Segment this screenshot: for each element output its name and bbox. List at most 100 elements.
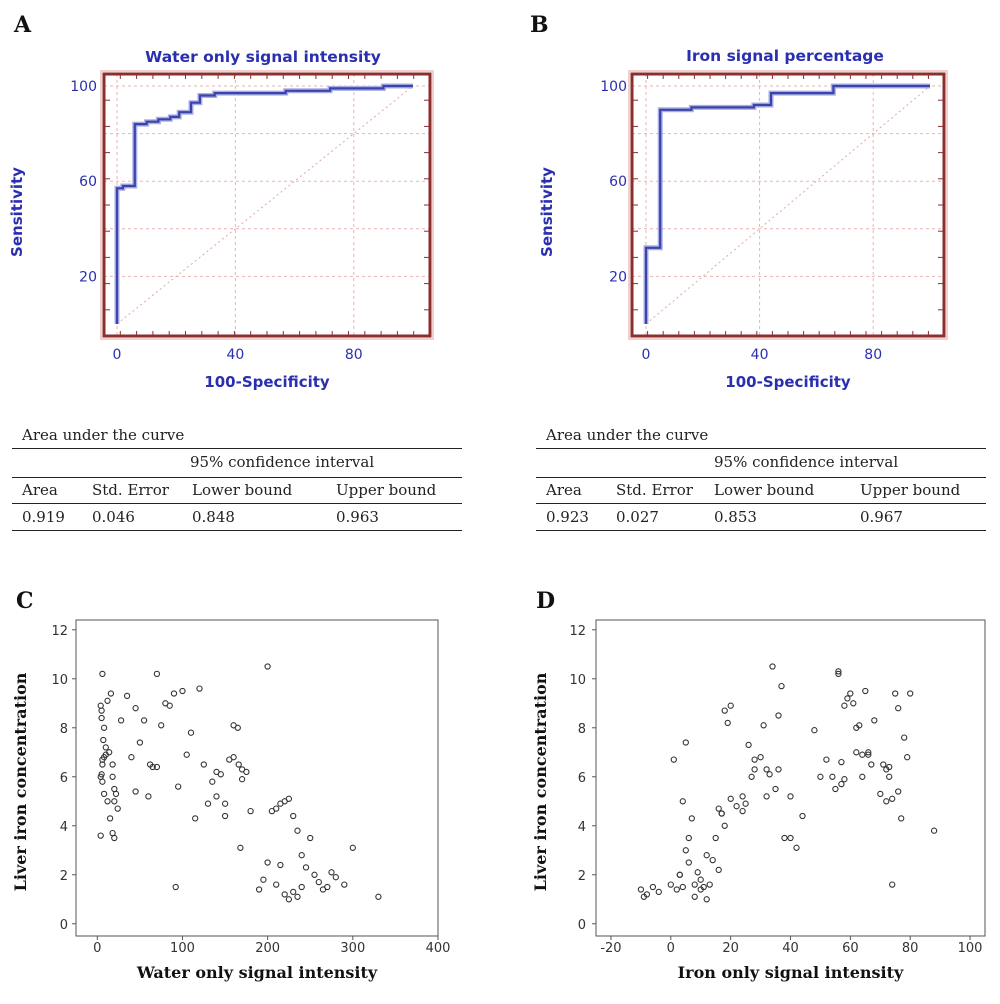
scatter-point-d-56 <box>838 758 845 766</box>
scatter-point-c-95 <box>153 763 161 771</box>
scatter-point-d-12 <box>691 893 698 900</box>
x-tick-label-a-1: 40 <box>226 347 244 363</box>
scatter-point-d-20 <box>715 866 722 874</box>
roc-diagonal-b <box>645 85 931 325</box>
auc-table-a-header-rule <box>12 503 462 504</box>
scatter-point-d-10 <box>685 834 692 842</box>
scatter-point-d-52 <box>823 756 830 763</box>
scatter-point-d-33 <box>739 793 746 800</box>
scatter-point-c-29 <box>100 724 108 731</box>
scatter-point-d-47 <box>787 834 794 842</box>
scatter-point-c-10 <box>99 778 106 785</box>
scatter-point-c-85 <box>264 859 271 866</box>
y-tick-label-b-2: 100 <box>600 79 627 95</box>
scatter-point-d-35 <box>745 741 752 749</box>
scatter-point-c-49 <box>204 800 212 807</box>
scatter-point-c-82 <box>375 893 382 900</box>
y-tick-label-b-0: 20 <box>609 269 627 285</box>
scatter-point-c-71 <box>298 852 305 859</box>
scatter-point-d-18 <box>709 856 716 864</box>
scatter-point-c-3 <box>98 714 105 722</box>
scatter-point-c-93 <box>172 883 179 891</box>
scatter-point-c-33 <box>136 739 144 746</box>
x-tick-label-c-2: 200 <box>255 941 280 956</box>
scatter-point-d-55 <box>835 668 842 675</box>
x-tick-label-c-1: 100 <box>170 941 195 956</box>
auc-table-b-bottom-rule <box>536 530 986 531</box>
y-tick-label-b-1: 60 <box>609 174 627 190</box>
scatter-point-d-0 <box>637 886 645 893</box>
scatter-point-d-89 <box>787 793 794 800</box>
scatter-point-c-50 <box>209 778 216 785</box>
x-tick-label-d-5: 80 <box>902 941 919 956</box>
scatter-point-c-15 <box>106 749 113 756</box>
scatter-point-c-21 <box>114 805 121 812</box>
scatter-point-d-32 <box>733 803 740 810</box>
roc-diagonal-a <box>116 85 414 325</box>
scatter-point-d-54 <box>832 785 839 793</box>
scatter-point-d-44 <box>775 712 782 719</box>
panel-label-c: C <box>16 588 34 614</box>
scatter-point-d-29 <box>676 871 683 878</box>
scatter-point-c-41 <box>170 690 178 697</box>
scatter-point-d-31 <box>727 702 734 709</box>
scatter-point-c-75 <box>315 878 322 886</box>
x-tick-label-b-0: 0 <box>642 347 651 363</box>
auc-table-a-header-area: Area <box>22 481 58 499</box>
auc-table-b-value-stderr: 0.027 <box>616 508 659 526</box>
scatter-point-d-82 <box>715 805 722 812</box>
scatter-point-d-72 <box>889 795 896 802</box>
scatter-point-c-26 <box>97 832 104 839</box>
y-tick-label-d-4: 8 <box>578 722 586 737</box>
y-tick-label-c-5: 10 <box>51 673 68 688</box>
scatter-point-d-46 <box>781 834 788 842</box>
scatter-point-d-49 <box>799 812 806 820</box>
scatter-point-c-40 <box>166 702 173 709</box>
scatter-point-c-34 <box>140 717 148 724</box>
x-tick-label-c-0: 0 <box>93 941 101 956</box>
scatter-point-d-43 <box>772 785 779 793</box>
scatter-point-d-96 <box>883 798 890 805</box>
scatter-point-c-98 <box>213 793 220 800</box>
scatter-point-d-40 <box>763 793 770 800</box>
scatter-point-c-43 <box>179 687 186 695</box>
auc-table-a-value-stderr: 0.046 <box>92 508 135 526</box>
scatter-point-d-73 <box>892 690 899 697</box>
scatter-point-d-62 <box>856 722 863 729</box>
y-tick-label-c-1: 2 <box>60 869 68 884</box>
scatter-point-d-92 <box>865 751 872 758</box>
y-tick-label-c-6: 12 <box>51 624 68 639</box>
scatter-point-d-91 <box>859 751 866 758</box>
scatter-point-d-84 <box>727 795 734 802</box>
scatter-point-d-8 <box>679 883 686 891</box>
scatter-point-c-53 <box>221 800 229 807</box>
x-tick-label-d-4: 60 <box>842 941 859 956</box>
auc-table-a-header-stderr: Std. Error <box>92 481 169 499</box>
y-axis-label-b: Sensitivity <box>538 167 556 257</box>
scatter-point-c-4 <box>100 736 107 744</box>
scatter-point-d-65 <box>865 749 872 756</box>
scatter-point-c-87 <box>277 861 284 869</box>
auc-table-a-bottom-rule <box>12 530 462 531</box>
scatter-point-d-27 <box>679 798 686 805</box>
chart-panel-c: 0 100 200 300 400 0 2 4 6 8 10 12 Water only signal … <box>11 619 450 982</box>
scatter-point-c-97 <box>221 812 229 820</box>
x-tick-label-d-0: -20 <box>600 941 621 956</box>
scatter-point-c-74 <box>311 871 318 878</box>
y-tick-label-c-0: 0 <box>60 918 68 933</box>
auc-table-b-header-upper: Upper bound <box>860 481 961 499</box>
scatter-point-d-88 <box>775 766 782 773</box>
y-tick-label-a-0: 20 <box>79 269 97 285</box>
scatter-point-d-42 <box>769 663 776 670</box>
scatter-point-c-70 <box>294 827 301 834</box>
auc-table-b-header-rule <box>536 503 986 504</box>
scatter-point-d-37 <box>751 756 758 763</box>
scatter-point-c-68 <box>285 795 293 802</box>
auc-table-a-value-lower: 0.848 <box>192 508 235 526</box>
scatter-point-d-93 <box>835 670 842 678</box>
scatter-point-c-65 <box>273 805 280 812</box>
x-tick-label-b-2: 80 <box>864 347 882 363</box>
roc-frame-a <box>102 72 432 338</box>
scatter-point-c-62 <box>237 844 244 851</box>
